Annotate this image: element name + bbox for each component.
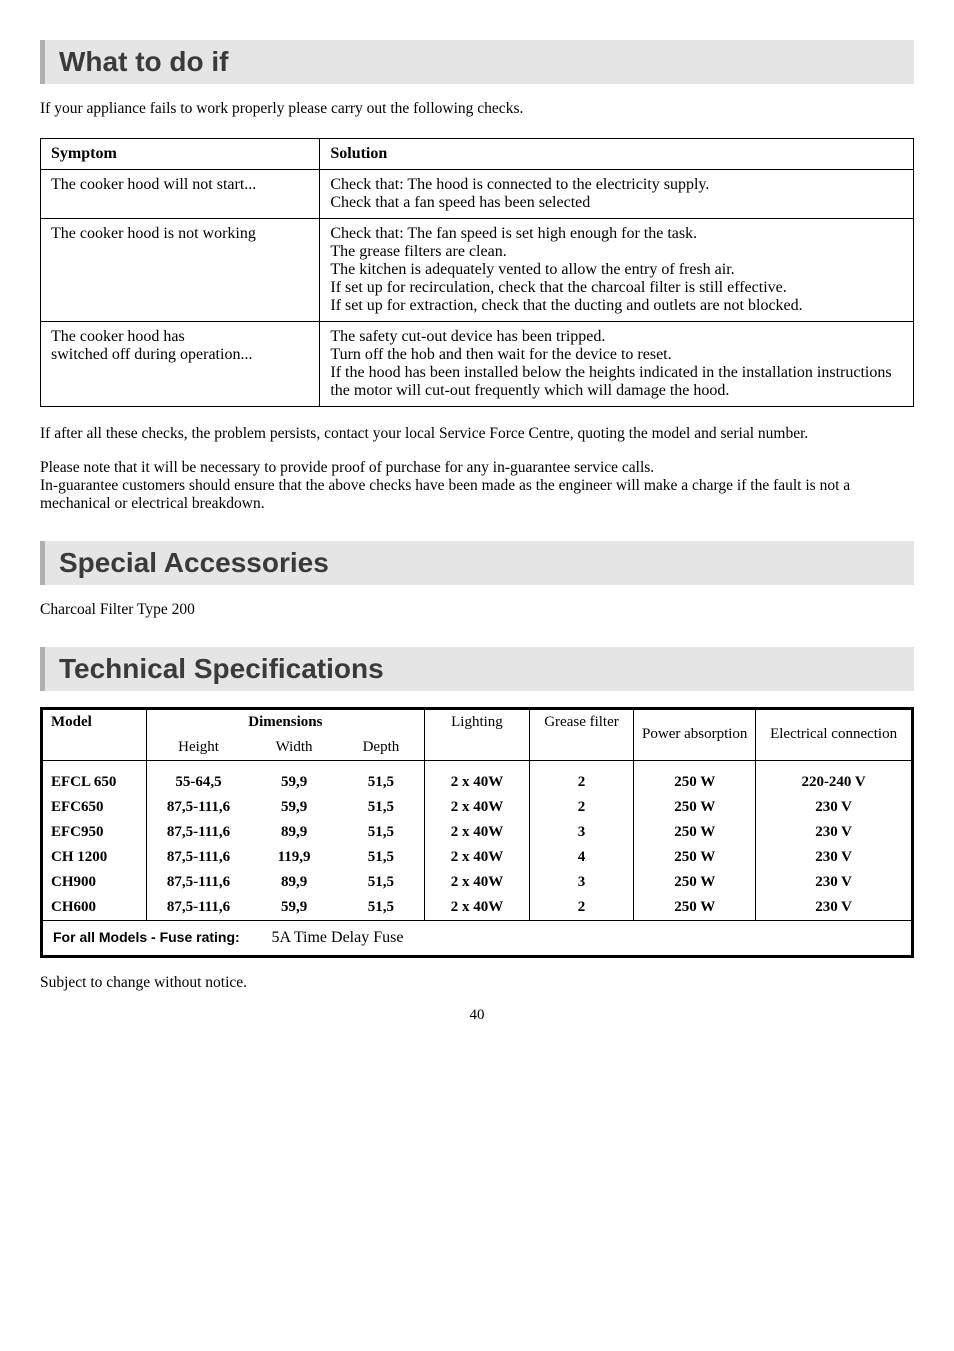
cell-grease: 3 [529, 820, 634, 845]
solution-cell: The safety cut-out device has been tripp… [320, 322, 914, 407]
cell-grease: 3 [529, 870, 634, 895]
cell-width: 89,9 [251, 870, 338, 895]
cell-lighting: 2 x 40W [425, 795, 530, 820]
cell-grease: 2 [529, 770, 634, 795]
tech-spec-footer: Subject to change without notice. [40, 974, 914, 992]
section-header-tech-specs: Technical Specifications [40, 647, 914, 691]
cell-model: CH600 [42, 895, 147, 921]
solution-line: Check that: The hood is connected to the… [330, 176, 709, 193]
cell-height: 87,5-111,6 [146, 870, 251, 895]
cell-grease: 2 [529, 895, 634, 921]
cell-lighting: 2 x 40W [425, 820, 530, 845]
cell-power: 250 W [634, 770, 756, 795]
cell-height: 87,5-111,6 [146, 795, 251, 820]
table-row: EFC950 87,5-111,6 89,9 51,5 2 x 40W 3 25… [42, 820, 913, 845]
cell-model: EFC950 [42, 820, 147, 845]
cell-lighting: 2 x 40W [425, 845, 530, 870]
cell-elec: 220-240 V [756, 770, 913, 795]
cell-model: CH900 [42, 870, 147, 895]
after-line: In-guarantee customers should ensure tha… [40, 477, 850, 512]
intro-text: If your appliance fails to work properly… [40, 100, 914, 118]
table-row: EFCL 650 55-64,5 59,9 51,5 2 x 40W 2 250… [42, 770, 913, 795]
solution-line: If the hood has been installed below the… [330, 364, 891, 399]
table-row: CH900 87,5-111,6 89,9 51,5 2 x 40W 3 250… [42, 870, 913, 895]
cell-elec: 230 V [756, 820, 913, 845]
cell-power: 250 W [634, 820, 756, 845]
page-number: 40 [40, 1007, 914, 1024]
th-depth: Depth [338, 735, 425, 761]
cell-lighting: 2 x 40W [425, 770, 530, 795]
solution-line: If set up for recirculation, check that … [330, 279, 786, 296]
solution-line: Turn off the hob and then wait for the d… [330, 346, 671, 363]
spec-table: Model Dimensions Lighting Grease filter … [40, 707, 914, 959]
th-width: Width [251, 735, 338, 761]
th-model: Model [42, 708, 147, 760]
cell-depth: 51,5 [338, 770, 425, 795]
symptom-line: The cooker hood has [51, 328, 185, 345]
solution-cell: Check that: The hood is connected to the… [320, 170, 914, 219]
cell-depth: 51,5 [338, 895, 425, 921]
th-lighting: Lighting [425, 708, 530, 760]
cell-depth: 51,5 [338, 845, 425, 870]
cell-model: CH 1200 [42, 845, 147, 870]
cell-power: 250 W [634, 845, 756, 870]
table-row: CH600 87,5-111,6 59,9 51,5 2 x 40W 2 250… [42, 895, 913, 921]
cell-width: 89,9 [251, 820, 338, 845]
solution-line: The safety cut-out device has been tripp… [330, 328, 605, 345]
cell-model: EFC650 [42, 795, 147, 820]
th-power: Power absorption [634, 708, 756, 760]
solution-line: The grease filters are clean. [330, 243, 506, 260]
cell-height: 87,5-111,6 [146, 845, 251, 870]
th-symptom: Symptom [41, 139, 320, 170]
symptom-cell: The cooker hood will not start... [41, 170, 320, 219]
th-elec: Electrical connection [756, 708, 913, 760]
cell-width: 119,9 [251, 845, 338, 870]
cell-power: 250 W [634, 895, 756, 921]
cell-grease: 4 [529, 845, 634, 870]
cell-lighting: 2 x 40W [425, 870, 530, 895]
cell-width: 59,9 [251, 795, 338, 820]
solution-line: Check that: The fan speed is set high en… [330, 225, 697, 242]
cell-elec: 230 V [756, 845, 913, 870]
symptom-line: switched off during operation... [51, 346, 252, 363]
cell-width: 59,9 [251, 895, 338, 921]
cell-elec: 230 V [756, 870, 913, 895]
cell-height: 87,5-111,6 [146, 895, 251, 921]
cell-power: 250 W [634, 870, 756, 895]
symptom-cell: The cooker hood is not working [41, 219, 320, 322]
cell-power: 250 W [634, 795, 756, 820]
after-line: Please note that it will be necessary to… [40, 459, 654, 476]
solution-line: The kitchen is adequately vented to allo… [330, 261, 734, 278]
fuse-rating-label: For all Models - Fuse rating: [53, 929, 240, 945]
cell-elec: 230 V [756, 895, 913, 921]
th-dimensions: Dimensions [146, 708, 425, 735]
solution-line: Check that a fan speed has been selected [330, 194, 590, 211]
cell-width: 59,9 [251, 770, 338, 795]
cell-height: 55-64,5 [146, 770, 251, 795]
after-para: Please note that it will be necessary to… [40, 459, 914, 513]
section-header-special-accessories: Special Accessories [40, 541, 914, 585]
cell-depth: 51,5 [338, 870, 425, 895]
th-grease: Grease filter [529, 708, 634, 760]
after-para: If after all these checks, the problem p… [40, 425, 914, 443]
cell-grease: 2 [529, 795, 634, 820]
cell-height: 87,5-111,6 [146, 820, 251, 845]
cell-lighting: 2 x 40W [425, 895, 530, 921]
th-solution: Solution [320, 139, 914, 170]
cell-depth: 51,5 [338, 795, 425, 820]
table-row: CH 1200 87,5-111,6 119,9 51,5 2 x 40W 4 … [42, 845, 913, 870]
cell-depth: 51,5 [338, 820, 425, 845]
symptom-solution-table: Symptom Solution The cooker hood will no… [40, 138, 914, 407]
solution-line: If set up for extraction, check that the… [330, 297, 802, 314]
symptom-cell: The cooker hood has switched off during … [41, 322, 320, 407]
cell-elec: 230 V [756, 795, 913, 820]
fuse-rating-value: 5A Time Delay Fuse [271, 929, 403, 946]
solution-cell: Check that: The fan speed is set high en… [320, 219, 914, 322]
table-row: EFC650 87,5-111,6 59,9 51,5 2 x 40W 2 25… [42, 795, 913, 820]
section-header-what-to-do: What to do if [40, 40, 914, 84]
cell-model: EFCL 650 [42, 770, 147, 795]
th-height: Height [146, 735, 251, 761]
accessories-body: Charcoal Filter Type 200 [40, 601, 914, 619]
